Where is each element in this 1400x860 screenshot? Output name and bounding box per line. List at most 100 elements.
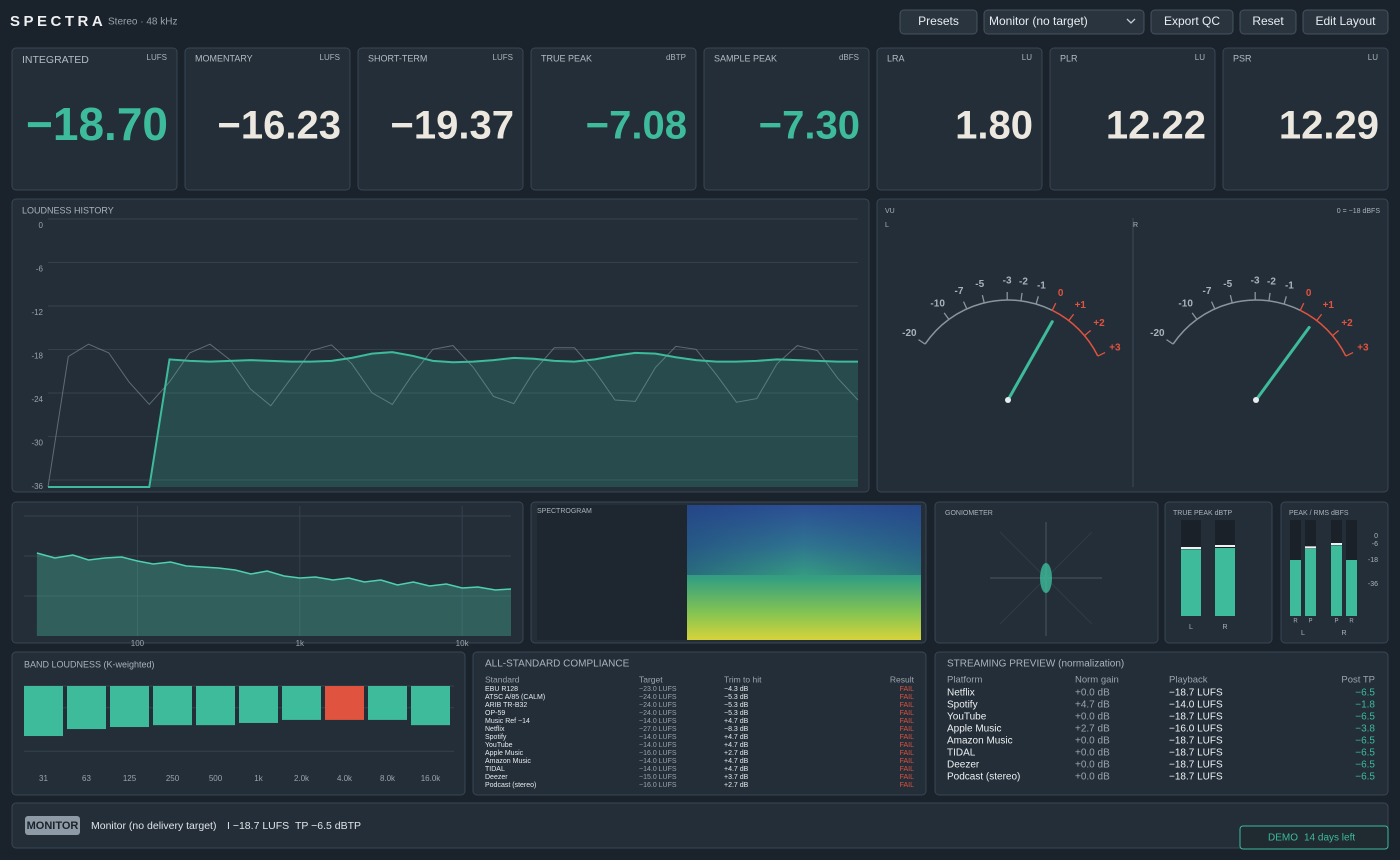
table-cell: −3.8 <box>1355 724 1375 735</box>
table-cell: FAIL <box>900 742 915 749</box>
scope-cloud <box>1040 563 1052 593</box>
table-cell: −14.0 LUFS <box>639 758 677 765</box>
band-bar <box>239 686 278 723</box>
vu-tick-label: -20 <box>1150 328 1165 339</box>
panel-title: LOUDNESS HISTORY <box>22 205 114 215</box>
band-bar <box>196 686 235 726</box>
meter-label: INTEGRATED <box>22 54 89 66</box>
vu-reference: 0 = −18 dBFS <box>1337 208 1381 215</box>
meter-label: SAMPLE PEAK <box>714 53 777 63</box>
vu-tick-label: -2 <box>1019 277 1028 288</box>
table-cell: +3.7 dB <box>724 774 749 781</box>
table-cell: FAIL <box>900 734 915 741</box>
vu-needle <box>1006 320 1054 402</box>
vu-tick-label: 0 <box>1306 288 1312 299</box>
meter-card <box>703 47 870 191</box>
table-cell: Apple Music <box>485 750 524 757</box>
table-cell: +2.7 dB <box>724 782 749 789</box>
meter-label: PSR <box>1233 53 1252 63</box>
table-cell: Amazon Music <box>947 736 1013 747</box>
table-cell: TIDAL <box>485 766 505 773</box>
table-cell: Deezer <box>485 774 508 781</box>
meter-label: MOMENTARY <box>195 53 253 63</box>
table-cell: −6.5 <box>1355 748 1375 759</box>
table-cell: FAIL <box>900 774 915 781</box>
button-label: Reset <box>1252 14 1284 28</box>
band-bar <box>368 686 407 720</box>
meter-unit: dBFS <box>839 53 859 62</box>
table-cell: −18.7 LUFS <box>1169 712 1223 723</box>
table-cell: +0.0 dB <box>1075 688 1110 699</box>
y-tick-label: -36 <box>1368 581 1378 588</box>
meter-value: 1.80 <box>955 104 1033 148</box>
loudness-history-panel <box>11 198 870 493</box>
vu-tick-label: -2 <box>1267 277 1276 288</box>
license-label: DEMO <box>1268 833 1298 844</box>
y-tick-label: 0 <box>1374 533 1378 540</box>
panel-title: ALL-STANDARD COMPLIANCE <box>485 659 630 670</box>
table-cell: Amazon Music <box>485 758 531 765</box>
table-cell: TIDAL <box>947 748 976 759</box>
spectrogram-shade <box>687 505 921 575</box>
y-tick-label: -6 <box>36 265 44 274</box>
vu-tick-label: -10 <box>930 299 945 310</box>
y-tick-label: -18 <box>31 352 43 361</box>
table-cell: +0.0 dB <box>1075 772 1110 783</box>
toolbar-button[interactable]: Edit Layout <box>1302 9 1389 35</box>
table-cell: OP-59 <box>485 710 505 717</box>
panel-title: BAND LOUDNESS (K-weighted) <box>24 659 155 669</box>
button-frame <box>1150 9 1234 35</box>
y-tick-label: -6 <box>1372 541 1378 548</box>
spectrum-panel <box>11 501 524 644</box>
table-cell: ATSC A/85 (CALM) <box>485 694 545 701</box>
table-cell: YouTube <box>485 742 513 749</box>
vu-tick-label: +3 <box>1109 342 1121 353</box>
table-cell: +0.0 dB <box>1075 748 1110 759</box>
panel-title: VU <box>885 208 895 215</box>
vu-tick <box>1283 296 1287 305</box>
table-cell: −16.0 LUFS <box>1169 724 1223 735</box>
toolbar-button[interactable]: Reset <box>1239 9 1297 35</box>
bar-label: R <box>1349 619 1354 625</box>
status-true-peak: TP −6.5 dBTP <box>295 820 361 832</box>
table-cell: +4.7 dB <box>724 766 749 773</box>
short-term-line <box>48 351 858 488</box>
status-bar <box>11 802 1389 849</box>
vu-tick-label: +2 <box>1341 318 1353 329</box>
meter-unit: LU <box>1368 53 1378 62</box>
vu-tick-label: -10 <box>1178 299 1193 310</box>
button-frame <box>1302 9 1389 35</box>
toolbar-button[interactable]: Presets <box>899 9 978 35</box>
table-cell: −14.0 LUFS <box>639 718 677 725</box>
table-cell: Spotify <box>485 734 507 741</box>
table-cell: −8.3 dB <box>724 726 749 733</box>
button-label: Presets <box>918 14 959 28</box>
vu-tick-label: -5 <box>1223 279 1232 290</box>
vu-tick <box>1268 292 1271 301</box>
table-cell: −14.0 LUFS <box>1169 700 1223 711</box>
vu-tick-label: +1 <box>1323 300 1335 311</box>
table-cell: +4.7 dB <box>724 734 749 741</box>
table-cell: +4.7 dB <box>724 742 749 749</box>
x-tick-label: 16.0k <box>421 774 442 783</box>
table-cell: −27.0 LUFS <box>639 726 677 733</box>
column-header: Playback <box>1169 675 1208 686</box>
table-cell: FAIL <box>900 702 915 709</box>
table-cell: Deezer <box>947 760 980 771</box>
vu-tick-label: -1 <box>1037 280 1046 291</box>
column-header: Norm gain <box>1075 675 1119 686</box>
panel-title: GONIOMETER <box>945 510 993 517</box>
target-select[interactable]: Monitor (no target) <box>983 9 1145 35</box>
peak-hold <box>1305 546 1316 549</box>
x-tick-label: 31 <box>39 774 48 783</box>
toolbar-button[interactable]: Export QC <box>1150 9 1234 35</box>
meter-card <box>357 47 524 191</box>
area-fill <box>48 352 858 487</box>
license-button[interactable]: DEMO 14 days left <box>1239 825 1389 850</box>
table-cell: YouTube <box>947 712 987 723</box>
vu-needle <box>1254 325 1311 402</box>
table-cell: −15.0 LUFS <box>639 774 677 781</box>
table-cell: +0.0 dB <box>1075 712 1110 723</box>
